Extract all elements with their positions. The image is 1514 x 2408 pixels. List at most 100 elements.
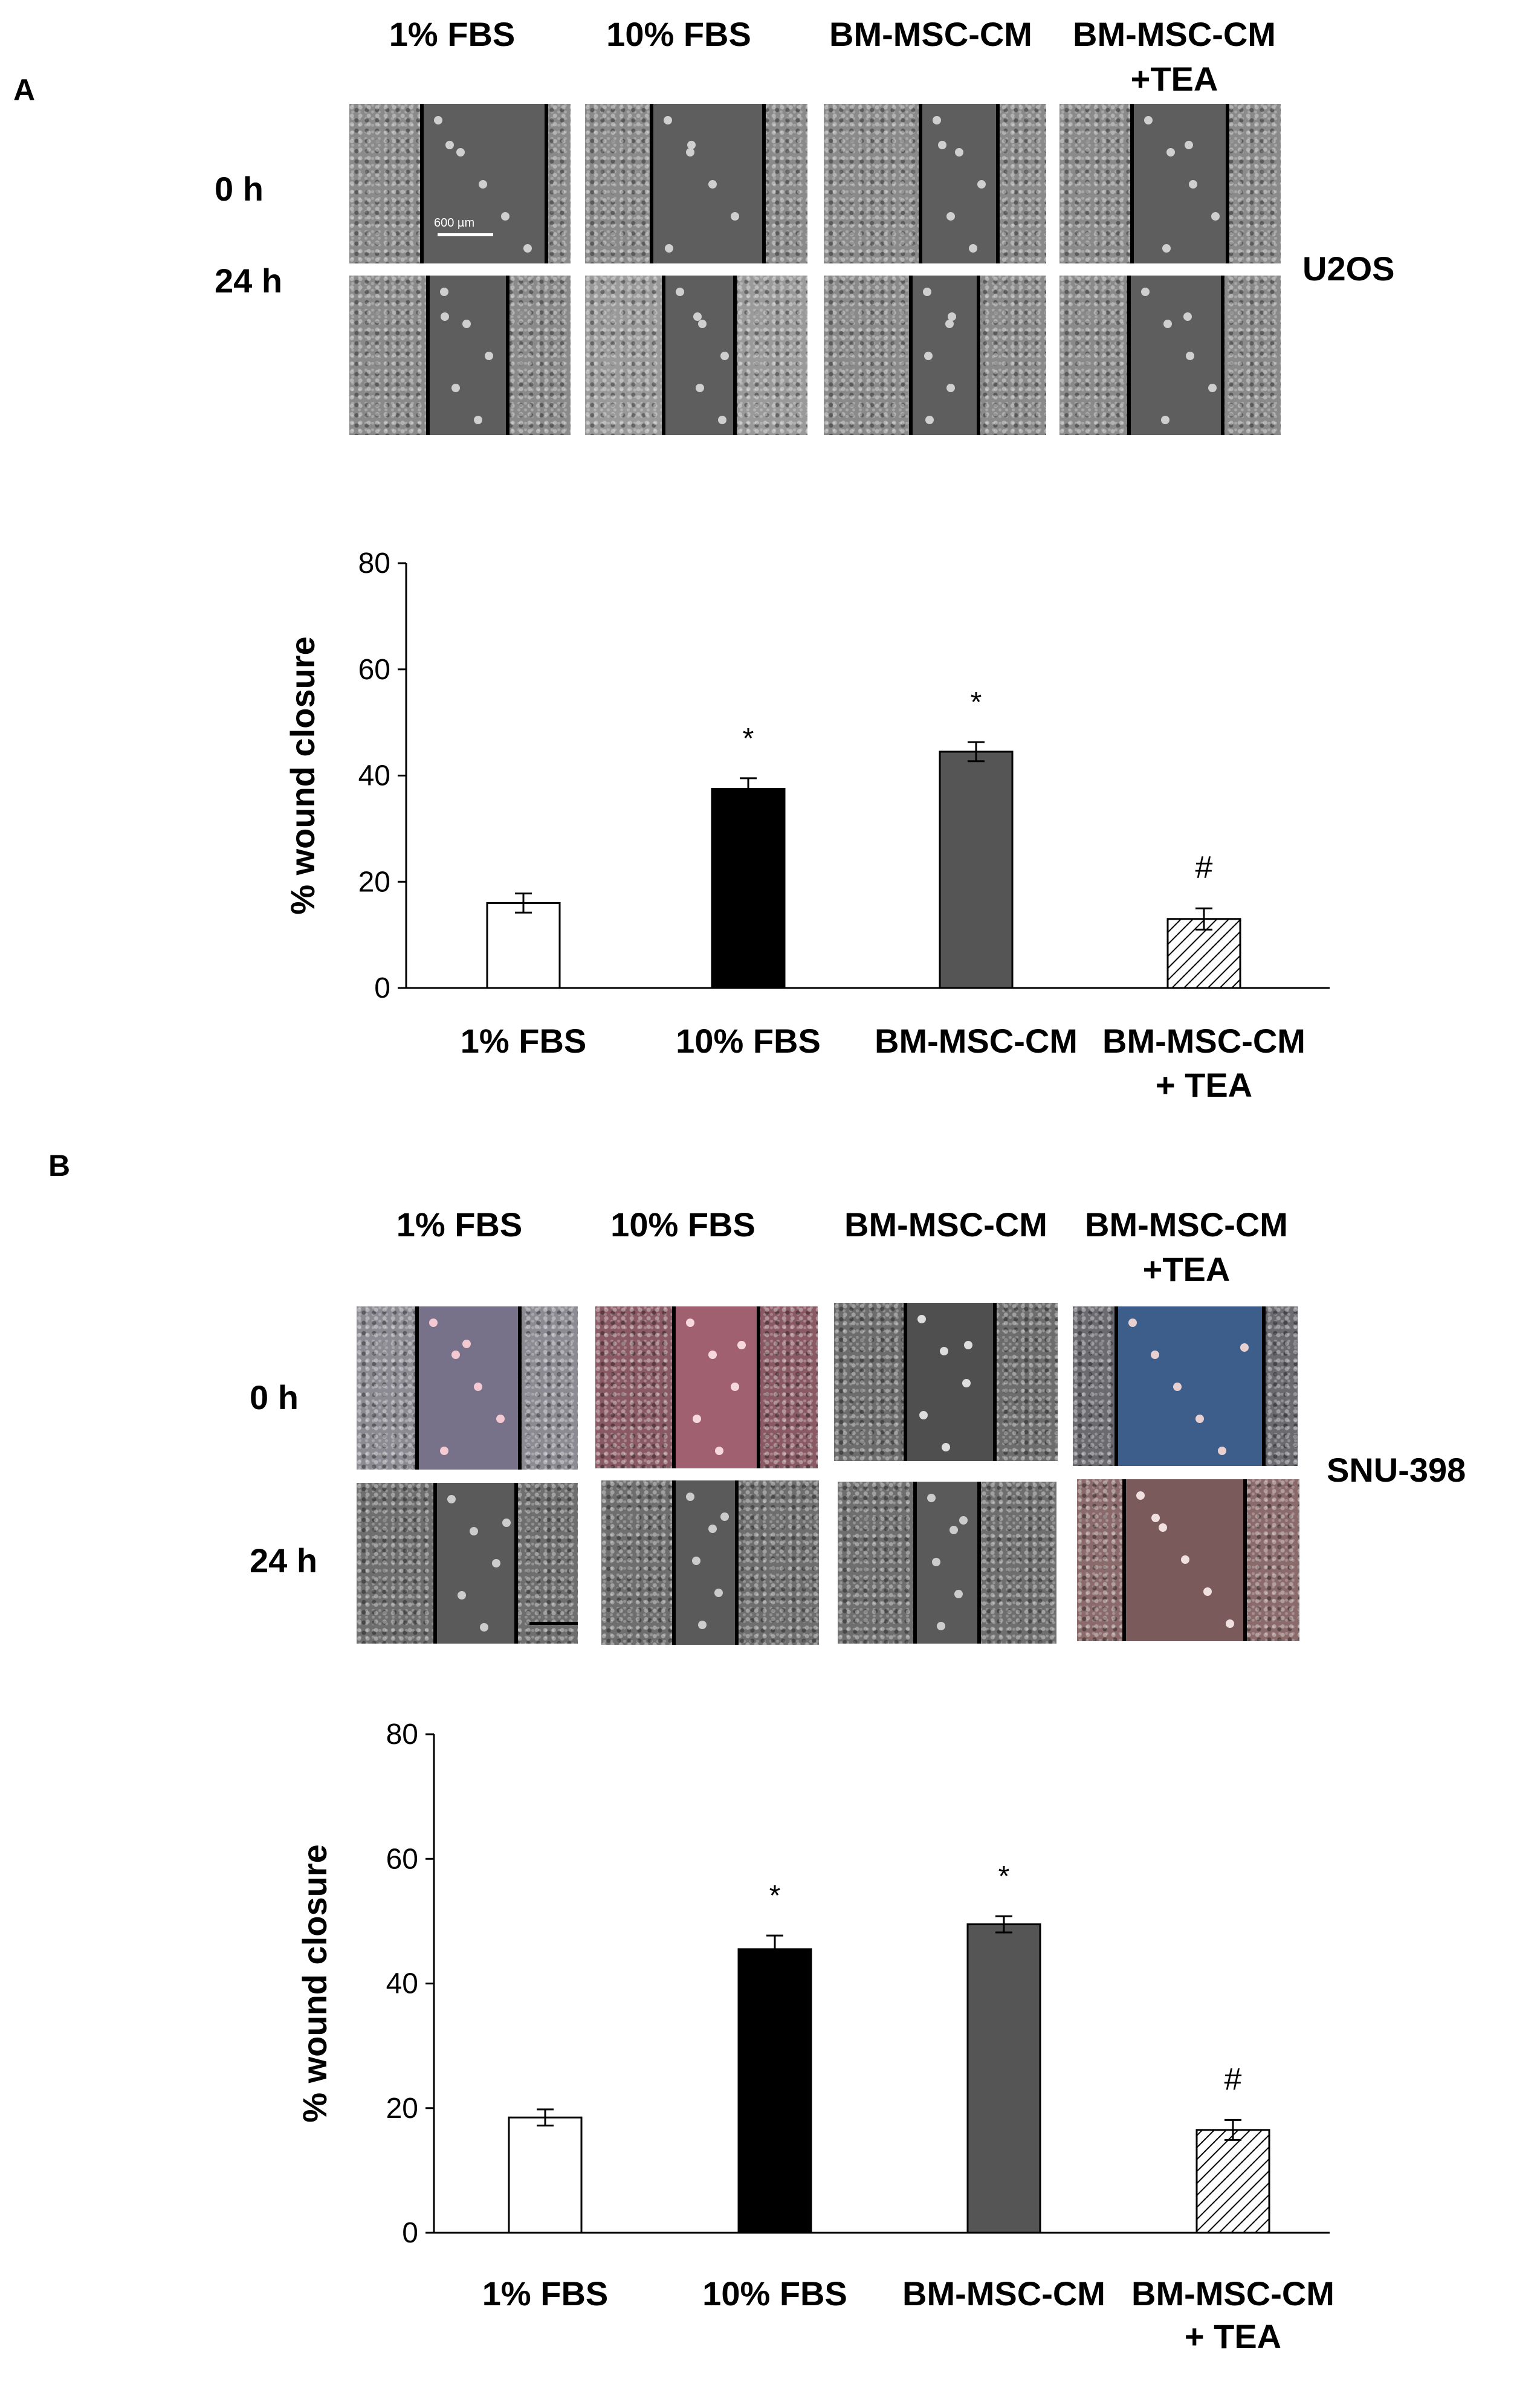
wound-edge-line — [904, 1303, 907, 1461]
panel-a-chart: 0 20 40 60 80 % wound closure 1% FBS * 10% FBS * B… — [0, 532, 1514, 1124]
wound-edge-line — [1262, 1306, 1266, 1466]
floating-cell — [434, 116, 442, 124]
panel-b-micrograph-tea-0h — [1073, 1306, 1298, 1466]
floating-cell — [676, 288, 684, 296]
panel-b-bar-4 — [1195, 2129, 1270, 2234]
panel-b-x-label: + TEA — [1185, 2317, 1281, 2355]
floating-cell — [687, 141, 696, 149]
panel-b-row-label-0h: 0 h — [250, 1378, 299, 1416]
panel-b-col-label-4: BM-MSC-CM +TEA — [1085, 1206, 1288, 1288]
panel-b-col-label-2: 10% FBS — [610, 1206, 755, 1244]
floating-cell — [720, 1512, 729, 1521]
wound-edge-line — [1243, 1479, 1247, 1641]
panel-a-significance-mark: * — [743, 723, 754, 755]
panel-b-ytick-label: 80 — [386, 1719, 418, 1751]
panel-b-significance-mark: * — [998, 1861, 1010, 1893]
panel-a-x-label: 1% FBS — [461, 1022, 587, 1060]
wound-gap — [905, 1303, 995, 1461]
floating-cell — [502, 1519, 511, 1527]
floating-cell — [954, 1590, 963, 1598]
wound-edge-line — [1221, 276, 1224, 435]
floating-cell — [474, 1383, 482, 1391]
floating-cell — [1163, 320, 1172, 328]
panel-a-micrograph-bmmsc-0h — [824, 104, 1046, 263]
floating-cell — [1159, 1523, 1167, 1532]
floating-cell — [1161, 416, 1169, 424]
wound-edge-line — [518, 1306, 522, 1470]
floating-cell — [462, 320, 471, 328]
floating-cell — [1195, 1415, 1204, 1423]
floating-cell — [1141, 288, 1150, 296]
wound-edge-line — [426, 276, 430, 435]
wound-edge-line — [993, 1303, 997, 1461]
panel-a-ytick-label: 20 — [358, 866, 390, 898]
floating-cell — [964, 1341, 972, 1349]
wound-edge-line — [977, 1482, 981, 1644]
floating-cell — [969, 244, 977, 253]
wound-edge-line — [672, 1306, 676, 1468]
wound-edge-line — [662, 276, 665, 435]
panel-a-row-label-24h: 24 h — [215, 262, 283, 300]
floating-cell — [715, 1447, 723, 1455]
panel-a-letter: A — [13, 73, 36, 107]
panel-a-row-label-0h: 0 h — [215, 170, 264, 208]
panel-b-micrograph-tea-24h — [1077, 1479, 1299, 1641]
panel-a-col-label-1: 1% FBS — [389, 15, 516, 53]
floating-cell — [714, 1589, 723, 1597]
floating-cell — [470, 1527, 478, 1535]
floating-cell — [731, 1383, 739, 1391]
floating-cell — [1183, 312, 1192, 321]
wound-edge-line — [514, 1483, 518, 1644]
floating-cell — [1189, 180, 1197, 189]
panel-a-chart-svg: 0 20 40 60 80 % wound closure 1% FBS * 10% FBS * B… — [283, 547, 1330, 1104]
floating-cell — [686, 148, 694, 157]
floating-cell — [737, 1341, 746, 1349]
floating-cell — [927, 1494, 936, 1502]
panel-a-x-label: + TEA — [1156, 1066, 1252, 1104]
panel-b-ytick-label: 40 — [386, 1968, 418, 2000]
wound-edge-line — [545, 104, 548, 263]
floating-cell — [1186, 352, 1194, 360]
panel-a-col-label-3: BM-MSC-CM — [829, 15, 1032, 53]
panel-b-bar-2 — [737, 1948, 812, 2234]
wound-edge-line — [996, 104, 1000, 263]
panel-a-x-label: 10% FBS — [676, 1022, 821, 1060]
panel-b-chart: 0 20 40 60 80 % wound closure 1% FBS * 10% FBS * B… — [0, 1716, 1514, 2407]
panel-b-col-label-3: BM-MSC-CM — [844, 1206, 1047, 1244]
floating-cell — [492, 1559, 500, 1567]
scale-bar — [529, 1622, 578, 1625]
panel-a-micrograph-10pct-24h — [585, 276, 807, 435]
wound-edge-line — [733, 276, 737, 435]
floating-cell — [708, 1525, 717, 1533]
panel-b-micrograph-bmmsc-24h — [838, 1482, 1056, 1644]
wound-gap — [674, 1480, 737, 1645]
panel-a-ytick-label: 0 — [374, 972, 390, 1004]
floating-cell — [1162, 244, 1171, 253]
panel-a-col-label-4: BM-MSC-CM +TEA — [1073, 15, 1276, 98]
panel-b-significance-mark: # — [1224, 2062, 1242, 2097]
panel-a-x-label: BM-MSC-CM — [875, 1022, 1078, 1060]
wound-edge-line — [1127, 276, 1131, 435]
floating-cell — [1185, 141, 1193, 149]
panel-a-ytick-label: 60 — [358, 654, 390, 686]
floating-cell — [949, 1526, 958, 1534]
floating-cell — [1151, 1351, 1159, 1359]
floating-cell — [440, 288, 448, 296]
floating-cell — [1218, 1447, 1226, 1455]
floating-cell — [1240, 1343, 1249, 1352]
wound-gap — [1116, 1306, 1264, 1466]
wound-edge-line — [762, 104, 766, 263]
panel-a-significance-mark: * — [971, 686, 982, 718]
floating-cell — [441, 312, 449, 321]
panel-b-x-label: 10% FBS — [702, 2274, 847, 2313]
floating-cell — [945, 320, 954, 328]
panel-b-micrograph-10pct-0h — [595, 1306, 818, 1468]
floating-cell — [718, 416, 726, 424]
wound-edge-line — [672, 1480, 676, 1645]
floating-cell — [686, 1493, 694, 1501]
wound-gap — [428, 276, 508, 435]
wound-edge-line — [909, 276, 913, 435]
floating-cell — [938, 141, 946, 149]
floating-cell — [731, 212, 739, 221]
floating-cell — [948, 312, 956, 321]
